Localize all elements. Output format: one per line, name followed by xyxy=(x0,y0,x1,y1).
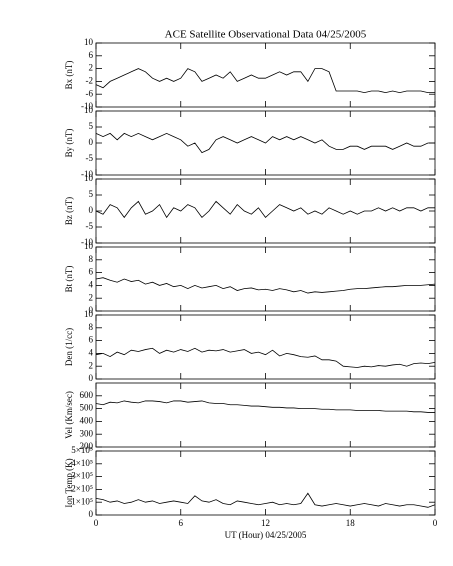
y-tick-label: 10 xyxy=(84,309,94,319)
y-tick-label: -6 xyxy=(86,88,94,98)
y-tick-label: 5 xyxy=(89,121,94,131)
x-axis-label: UT (Hour) 04/25/2005 xyxy=(225,530,307,540)
y-tick-label: 10 xyxy=(84,241,94,251)
y-tick-label: -10 xyxy=(81,237,93,247)
y-tick-label: 5×10⁵ xyxy=(71,445,93,455)
y-axis-label: Vel (Km/sec) xyxy=(64,391,74,439)
data-line xyxy=(95,400,435,413)
y-tick-label: 4×10⁵ xyxy=(71,458,93,468)
y-tick-label: 5 xyxy=(89,189,94,199)
y-tick-label: 2×10⁵ xyxy=(71,483,93,493)
data-line xyxy=(95,68,435,94)
y-tick-label: 0 xyxy=(89,137,94,147)
data-line xyxy=(95,200,435,219)
y-tick-label: 4 xyxy=(89,279,94,289)
panel-frame xyxy=(95,450,436,516)
y-tick-label: 2 xyxy=(89,63,94,73)
y-tick-label: 8 xyxy=(89,254,94,264)
panel-frame xyxy=(95,382,436,448)
y-tick-label: 0 xyxy=(89,509,94,519)
y-tick-label: 4 xyxy=(89,347,94,357)
y-tick-label: 6 xyxy=(89,267,94,277)
y-tick-label: 200 xyxy=(80,441,94,451)
y-tick-label: 8 xyxy=(89,322,94,332)
y-tick-label: 0 xyxy=(89,373,94,383)
y-tick-label: 10 xyxy=(84,37,94,47)
y-tick-label: 400 xyxy=(80,415,94,425)
panel-frame xyxy=(95,314,436,380)
y-axis-label: Bt (nT) xyxy=(64,266,74,293)
y-tick-label: 0 xyxy=(89,305,94,315)
y-axis-label: By (nT) xyxy=(64,129,74,158)
y-tick-label: 3×10⁵ xyxy=(71,471,93,481)
y-tick-label: 0 xyxy=(89,205,94,215)
x-tick-label: 6 xyxy=(179,518,184,528)
panel-frame xyxy=(95,178,436,244)
panel-frame xyxy=(95,42,436,108)
data-line xyxy=(95,492,436,508)
y-tick-label: -10 xyxy=(81,101,93,111)
y-tick-label: 300 xyxy=(80,428,94,438)
y-tick-label: 600 xyxy=(80,390,94,400)
y-axis-label: Bz (nT) xyxy=(64,197,74,225)
y-tick-label: 2 xyxy=(89,360,94,370)
panel-frame xyxy=(95,246,436,312)
y-tick-label: 10 xyxy=(84,105,94,115)
y-axis-label: Den (1/cc) xyxy=(64,328,74,366)
y-tick-label: 6 xyxy=(89,335,94,345)
y-tick-label: -5 xyxy=(86,153,94,163)
x-tick-label: 18 xyxy=(346,518,356,528)
x-tick-label: 12 xyxy=(261,518,270,528)
y-tick-label: 2 xyxy=(89,292,94,302)
chart-title: ACE Satellite Observational Data 04/25/2… xyxy=(165,29,367,41)
y-tick-label: 500 xyxy=(80,403,94,413)
y-tick-label: -10 xyxy=(81,169,93,179)
y-axis-label: Ion Temp (K) xyxy=(64,458,74,507)
y-tick-label: -2 xyxy=(86,75,94,85)
x-tick-label: 0 xyxy=(433,518,438,528)
data-line xyxy=(95,277,436,294)
y-tick-label: 1×10⁵ xyxy=(71,496,93,506)
x-tick-label: 0 xyxy=(94,518,99,528)
y-tick-label: 10 xyxy=(84,173,94,183)
data-line xyxy=(95,347,436,368)
y-axis-label: Bx (nT) xyxy=(64,61,74,90)
y-tick-label: 6 xyxy=(89,50,94,60)
y-tick-label: -5 xyxy=(86,221,94,231)
data-line xyxy=(95,132,435,154)
